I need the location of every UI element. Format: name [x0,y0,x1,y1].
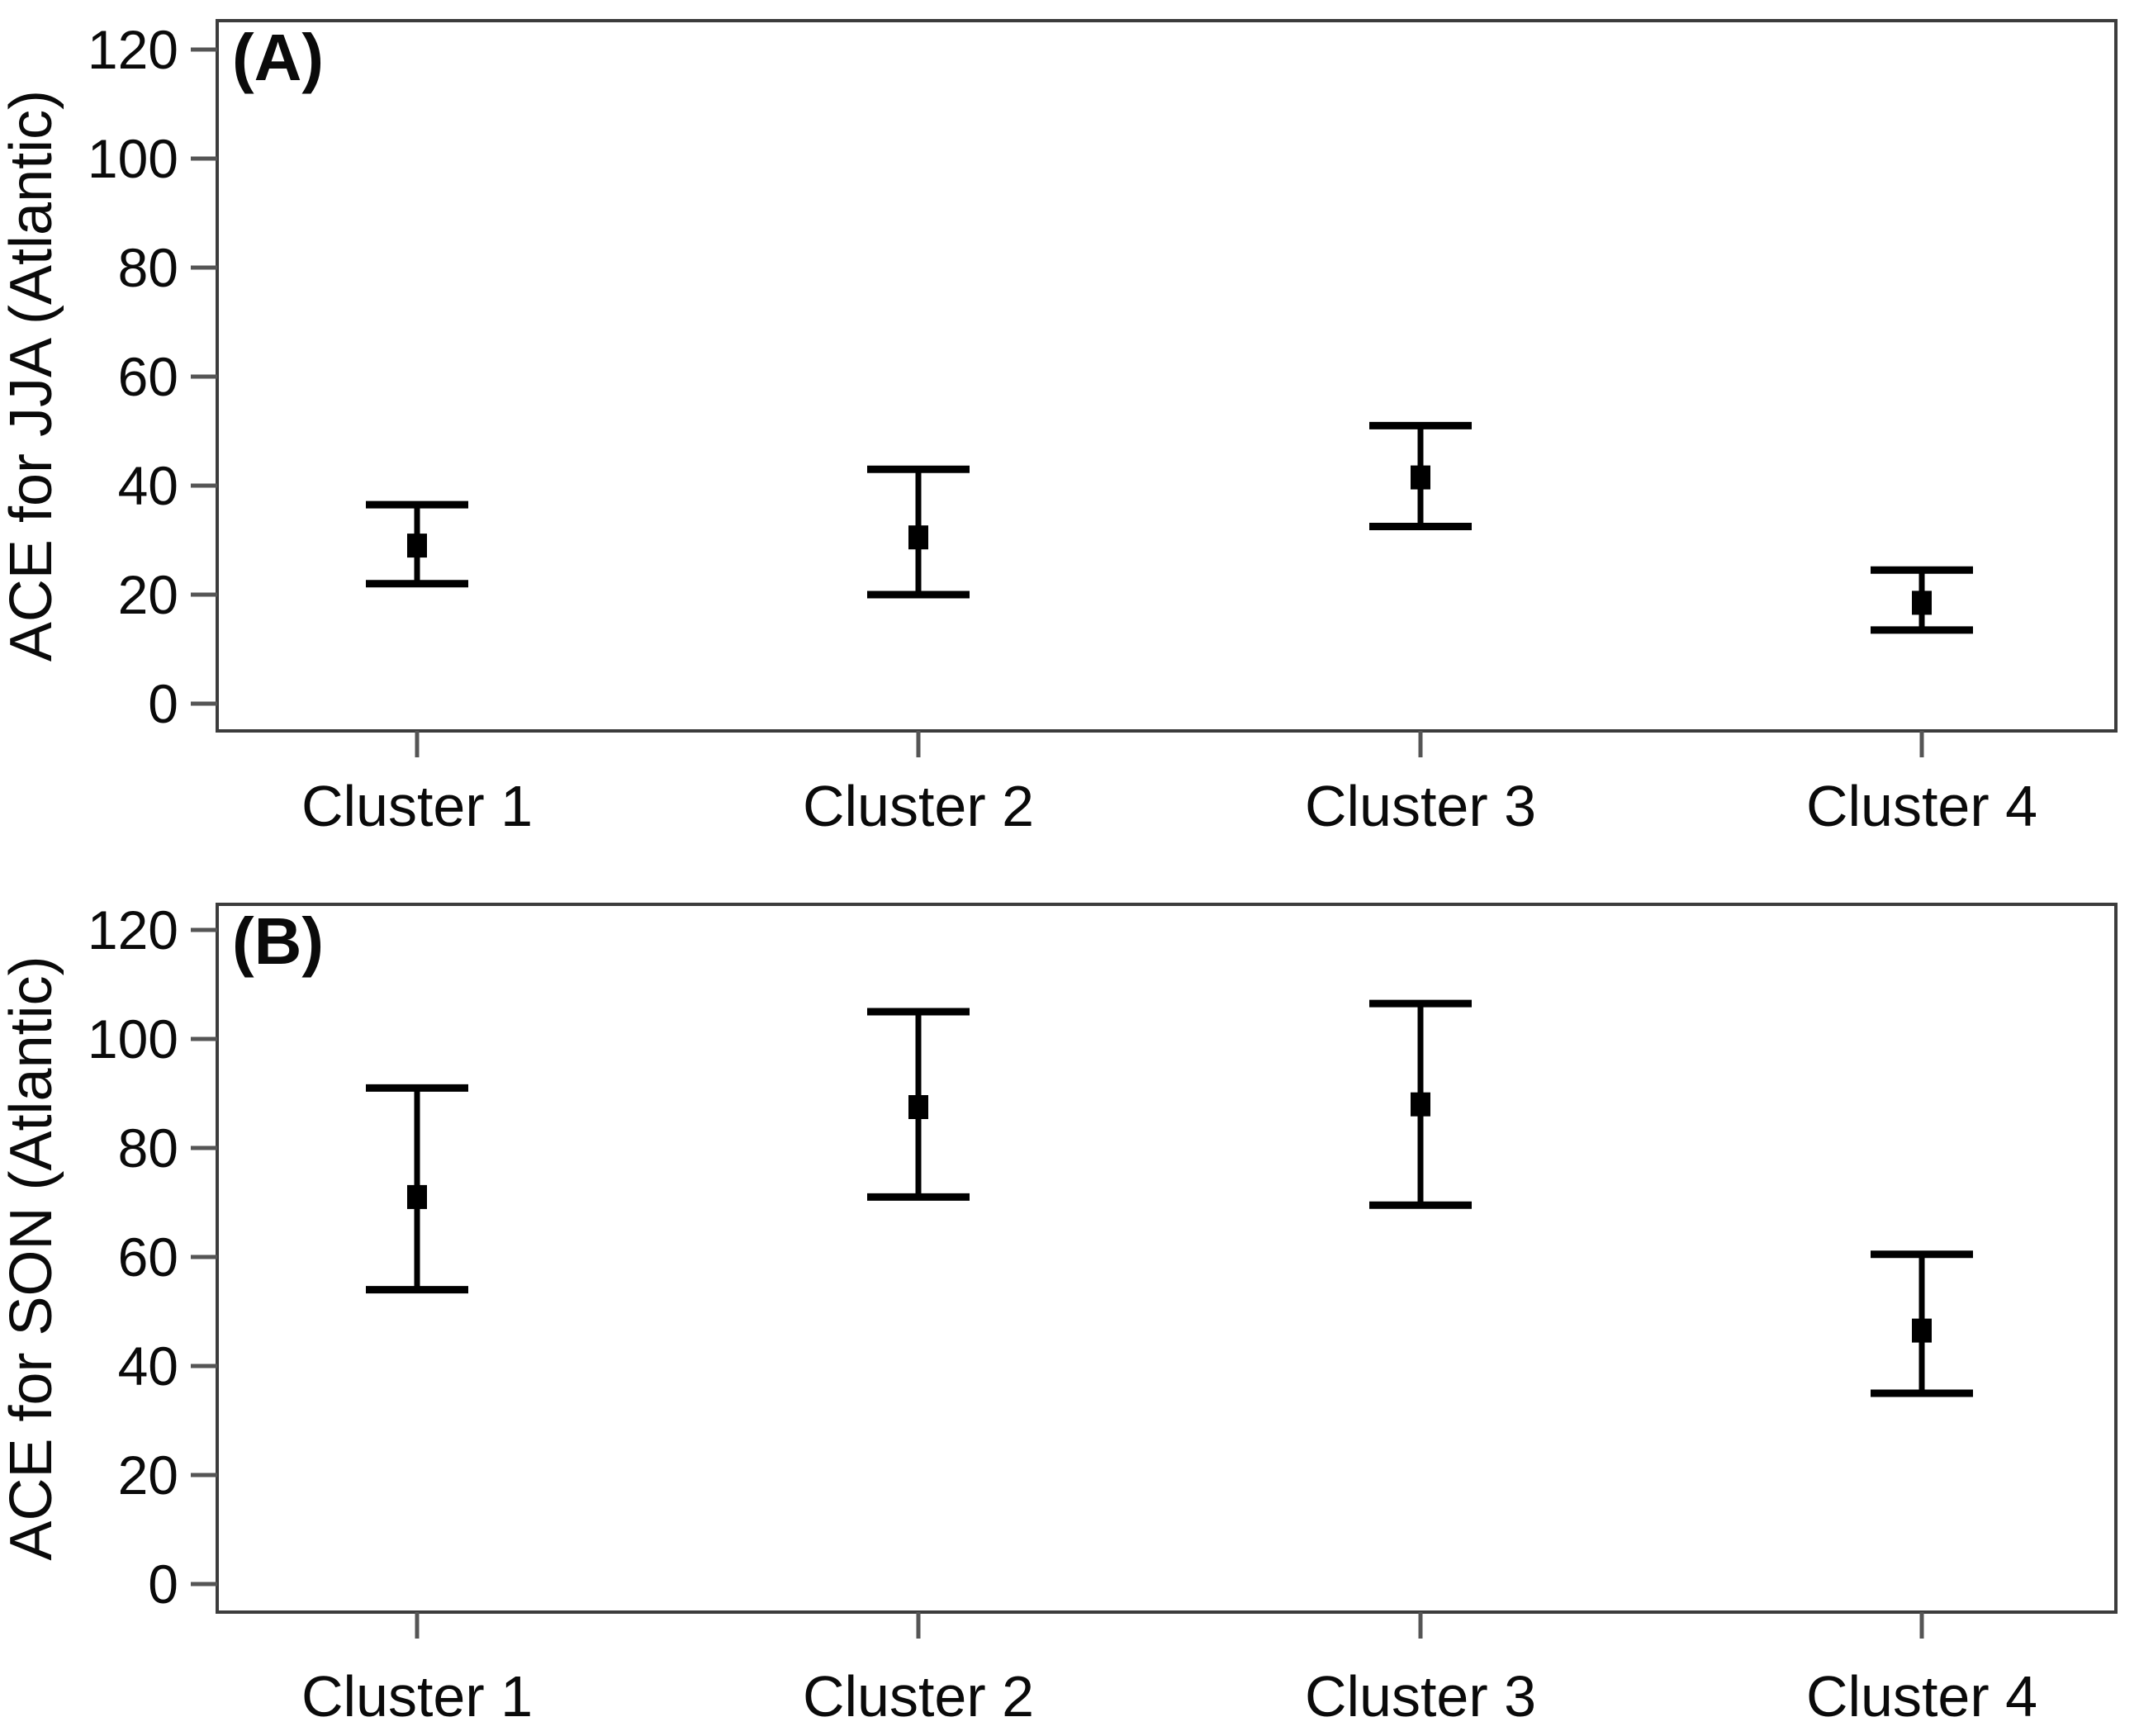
y-tick-label: 60 [118,1226,178,1288]
x-category-label: Cluster 2 [803,774,1034,838]
y-tick-label: 0 [148,673,178,734]
error-bar-cluster-1 [366,500,468,588]
y-tick-label: 40 [118,1335,178,1397]
panel-a: 0 20 40 60 80 100 120 Cluster 1 Cluster 2 Cluster… [0,19,2118,838]
x-category-label: Cluster 4 [1806,1664,2037,1729]
point-marker-square [1912,591,1932,615]
y-tick-label: 20 [118,1444,178,1506]
x-category-label: Cluster 1 [301,774,533,838]
error-bar-cluster-4 [1871,1250,1973,1397]
error-bar-cluster-2 [867,1008,970,1201]
x-category-label: Cluster 1 [301,1664,533,1729]
x-category-label: Cluster 2 [803,1664,1034,1729]
panel-b: 0 20 40 60 80 100 120 Cluster 1 Cluster 2 Cluster… [0,899,2118,1729]
y-axis-title: ACE for SON (Atlantic) [0,956,64,1560]
error-bar-cluster-2 [867,465,970,599]
error-bar-cluster-3 [1369,421,1472,530]
x-category-label: Cluster 3 [1305,1664,1536,1729]
panel-label: (A) [232,21,324,94]
y-tick-label: 120 [88,19,178,80]
y-tick-label: 0 [148,1553,178,1615]
error-bar-cluster-3 [1369,999,1472,1209]
plot-box [216,19,2118,733]
y-tick-label: 20 [118,564,178,625]
point-marker-square [908,525,928,550]
y-tick-label: 60 [118,346,178,407]
y-tick-label: 40 [118,455,178,516]
point-marker-square [1912,1318,1932,1343]
y-tick-label: 80 [118,1117,178,1179]
point-marker-square [407,534,427,558]
point-marker-square [1411,465,1430,490]
panel-label: (B) [232,904,324,978]
point-marker-square [1411,1092,1430,1117]
y-tick-label: 80 [118,237,178,298]
y-tick-label: 100 [88,128,178,189]
y-tick-label: 100 [88,1008,178,1070]
error-bar-cluster-1 [366,1084,468,1294]
plot-box [216,903,2118,1614]
error-bar-cluster-4 [1871,566,1973,634]
y-tick-label: 120 [88,899,178,960]
point-marker-square [908,1095,928,1119]
point-marker-square [407,1184,427,1209]
x-category-label: Cluster 4 [1806,774,2037,838]
y-axis-title: ACE for JJA (Atlantic) [0,90,64,662]
x-category-label: Cluster 3 [1305,774,1536,838]
